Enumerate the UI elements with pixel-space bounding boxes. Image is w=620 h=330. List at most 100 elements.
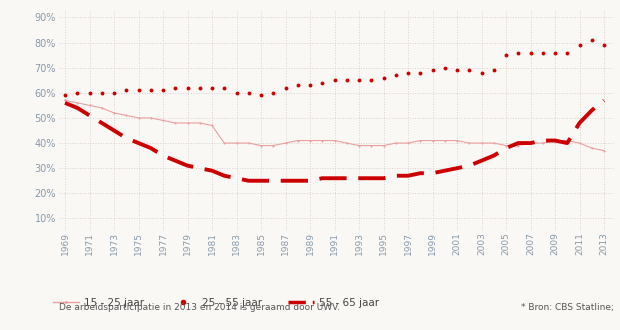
15 - 25 jaar: [429, 139, 436, 143]
55 - 65 jaar: [135, 141, 142, 145]
25 - 55 jaar: [453, 68, 461, 72]
55 - 65 jaar: [294, 179, 301, 183]
55 - 65 jaar: [282, 179, 290, 183]
25 - 55 jaar: [331, 78, 339, 82]
55 - 65 jaar: [270, 179, 277, 183]
15 - 25 jaar: [270, 144, 277, 148]
25 - 55 jaar: [135, 88, 142, 92]
Line: 15 - 25 jaar: 15 - 25 jaar: [64, 99, 605, 152]
55 - 65 jaar: [539, 139, 546, 143]
15 - 25 jaar: [600, 148, 608, 152]
55 - 65 jaar: [466, 164, 473, 168]
55 - 65 jaar: [515, 141, 522, 145]
25 - 55 jaar: [98, 91, 105, 95]
25 - 55 jaar: [257, 93, 265, 97]
25 - 55 jaar: [270, 91, 277, 95]
25 - 55 jaar: [392, 73, 399, 77]
55 - 65 jaar: [172, 159, 179, 163]
15 - 25 jaar: [368, 144, 375, 148]
25 - 55 jaar: [417, 71, 424, 75]
55 - 65 jaar: [110, 128, 118, 132]
55 - 65 jaar: [453, 166, 461, 170]
25 - 55 jaar: [245, 91, 252, 95]
55 - 65 jaar: [404, 174, 412, 178]
25 - 55 jaar: [564, 50, 571, 54]
15 - 25 jaar: [527, 141, 534, 145]
15 - 25 jaar: [98, 106, 105, 110]
55 - 65 jaar: [392, 174, 399, 178]
15 - 25 jaar: [417, 139, 424, 143]
55 - 65 jaar: [527, 141, 534, 145]
55 - 65 jaar: [74, 106, 81, 110]
25 - 55 jaar: [429, 68, 436, 72]
55 - 65 jaar: [368, 176, 375, 180]
15 - 25 jaar: [576, 141, 583, 145]
55 - 65 jaar: [147, 146, 154, 150]
25 - 55 jaar: [551, 50, 559, 54]
25 - 55 jaar: [221, 86, 228, 90]
15 - 25 jaar: [478, 141, 485, 145]
55 - 65 jaar: [257, 179, 265, 183]
15 - 25 jaar: [441, 139, 448, 143]
Line: 55 - 65 jaar: 55 - 65 jaar: [65, 100, 604, 181]
55 - 65 jaar: [306, 179, 314, 183]
15 - 25 jaar: [61, 98, 69, 102]
55 - 65 jaar: [123, 136, 130, 140]
25 - 55 jaar: [282, 86, 290, 90]
15 - 25 jaar: [319, 139, 326, 143]
15 - 25 jaar: [551, 139, 559, 143]
25 - 55 jaar: [184, 86, 191, 90]
15 - 25 jaar: [172, 121, 179, 125]
15 - 25 jaar: [282, 141, 290, 145]
55 - 65 jaar: [380, 176, 388, 180]
25 - 55 jaar: [208, 86, 216, 90]
55 - 65 jaar: [331, 176, 339, 180]
15 - 25 jaar: [110, 111, 118, 115]
15 - 25 jaar: [564, 139, 571, 143]
15 - 25 jaar: [343, 141, 350, 145]
55 - 65 jaar: [600, 98, 608, 102]
25 - 55 jaar: [368, 78, 375, 82]
55 - 65 jaar: [441, 169, 448, 173]
15 - 25 jaar: [196, 121, 203, 125]
55 - 65 jaar: [61, 101, 69, 105]
15 - 25 jaar: [380, 144, 388, 148]
25 - 55 jaar: [294, 83, 301, 87]
25 - 55 jaar: [441, 66, 448, 70]
25 - 55 jaar: [576, 43, 583, 47]
25 - 55 jaar: [380, 76, 388, 80]
15 - 25 jaar: [331, 139, 339, 143]
55 - 65 jaar: [245, 179, 252, 183]
15 - 25 jaar: [404, 141, 412, 145]
15 - 25 jaar: [515, 144, 522, 148]
55 - 65 jaar: [478, 159, 485, 163]
55 - 65 jaar: [86, 114, 93, 117]
15 - 25 jaar: [466, 141, 473, 145]
25 - 55 jaar: [172, 86, 179, 90]
15 - 25 jaar: [453, 139, 461, 143]
15 - 25 jaar: [147, 116, 154, 120]
55 - 65 jaar: [343, 176, 350, 180]
55 - 65 jaar: [221, 174, 228, 178]
55 - 65 jaar: [576, 121, 583, 125]
15 - 25 jaar: [232, 141, 240, 145]
15 - 25 jaar: [539, 141, 546, 145]
25 - 55 jaar: [74, 91, 81, 95]
25 - 55 jaar: [478, 71, 485, 75]
25 - 55 jaar: [86, 91, 93, 95]
15 - 25 jaar: [294, 139, 301, 143]
15 - 25 jaar: [392, 141, 399, 145]
25 - 55 jaar: [515, 50, 522, 54]
25 - 55 jaar: [319, 81, 326, 85]
55 - 65 jaar: [417, 171, 424, 175]
15 - 25 jaar: [86, 103, 93, 107]
Legend: 15 - 25 jaar, 25 - 55 jaar, 55 - 65 jaar: 15 - 25 jaar, 25 - 55 jaar, 55 - 65 jaar: [53, 298, 379, 308]
25 - 55 jaar: [502, 53, 510, 57]
15 - 25 jaar: [159, 118, 167, 122]
15 - 25 jaar: [123, 114, 130, 117]
25 - 55 jaar: [196, 86, 203, 90]
15 - 25 jaar: [221, 141, 228, 145]
55 - 65 jaar: [564, 141, 571, 145]
55 - 65 jaar: [208, 169, 216, 173]
15 - 25 jaar: [355, 144, 363, 148]
